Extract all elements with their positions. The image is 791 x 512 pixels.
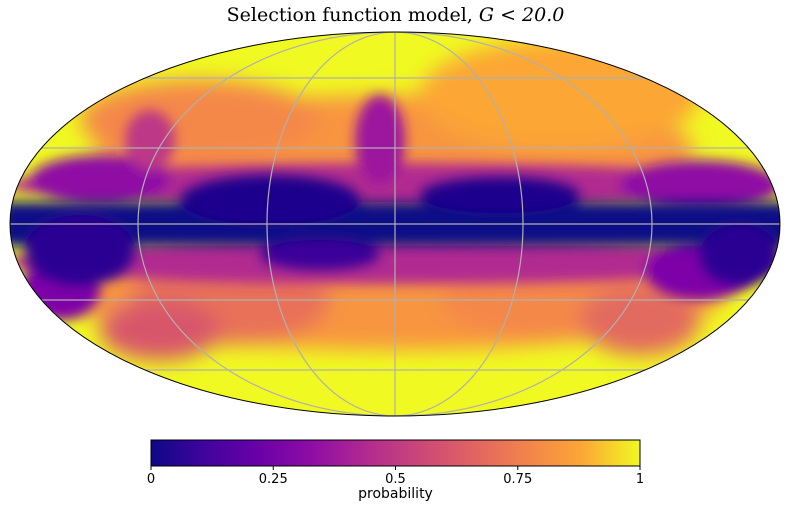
title-math: G < 20.0 xyxy=(478,4,565,26)
graticule xyxy=(10,32,780,416)
colorbar-tick-label: 0.75 xyxy=(503,472,533,487)
colorbar xyxy=(150,439,641,467)
colorbar-tick-label: 0 xyxy=(146,472,156,487)
map-outline xyxy=(9,31,781,417)
colorbar-ticks xyxy=(150,466,641,470)
map-field xyxy=(10,32,780,416)
map-title: Selection function model, G < 20.0 xyxy=(226,4,565,26)
colorbar-tick-label: 0.25 xyxy=(258,472,288,487)
colorbar-tick-label: 1 xyxy=(635,472,645,487)
colorbar-tick-label: 0.5 xyxy=(385,472,406,487)
colorbar-label: probability xyxy=(358,486,433,502)
